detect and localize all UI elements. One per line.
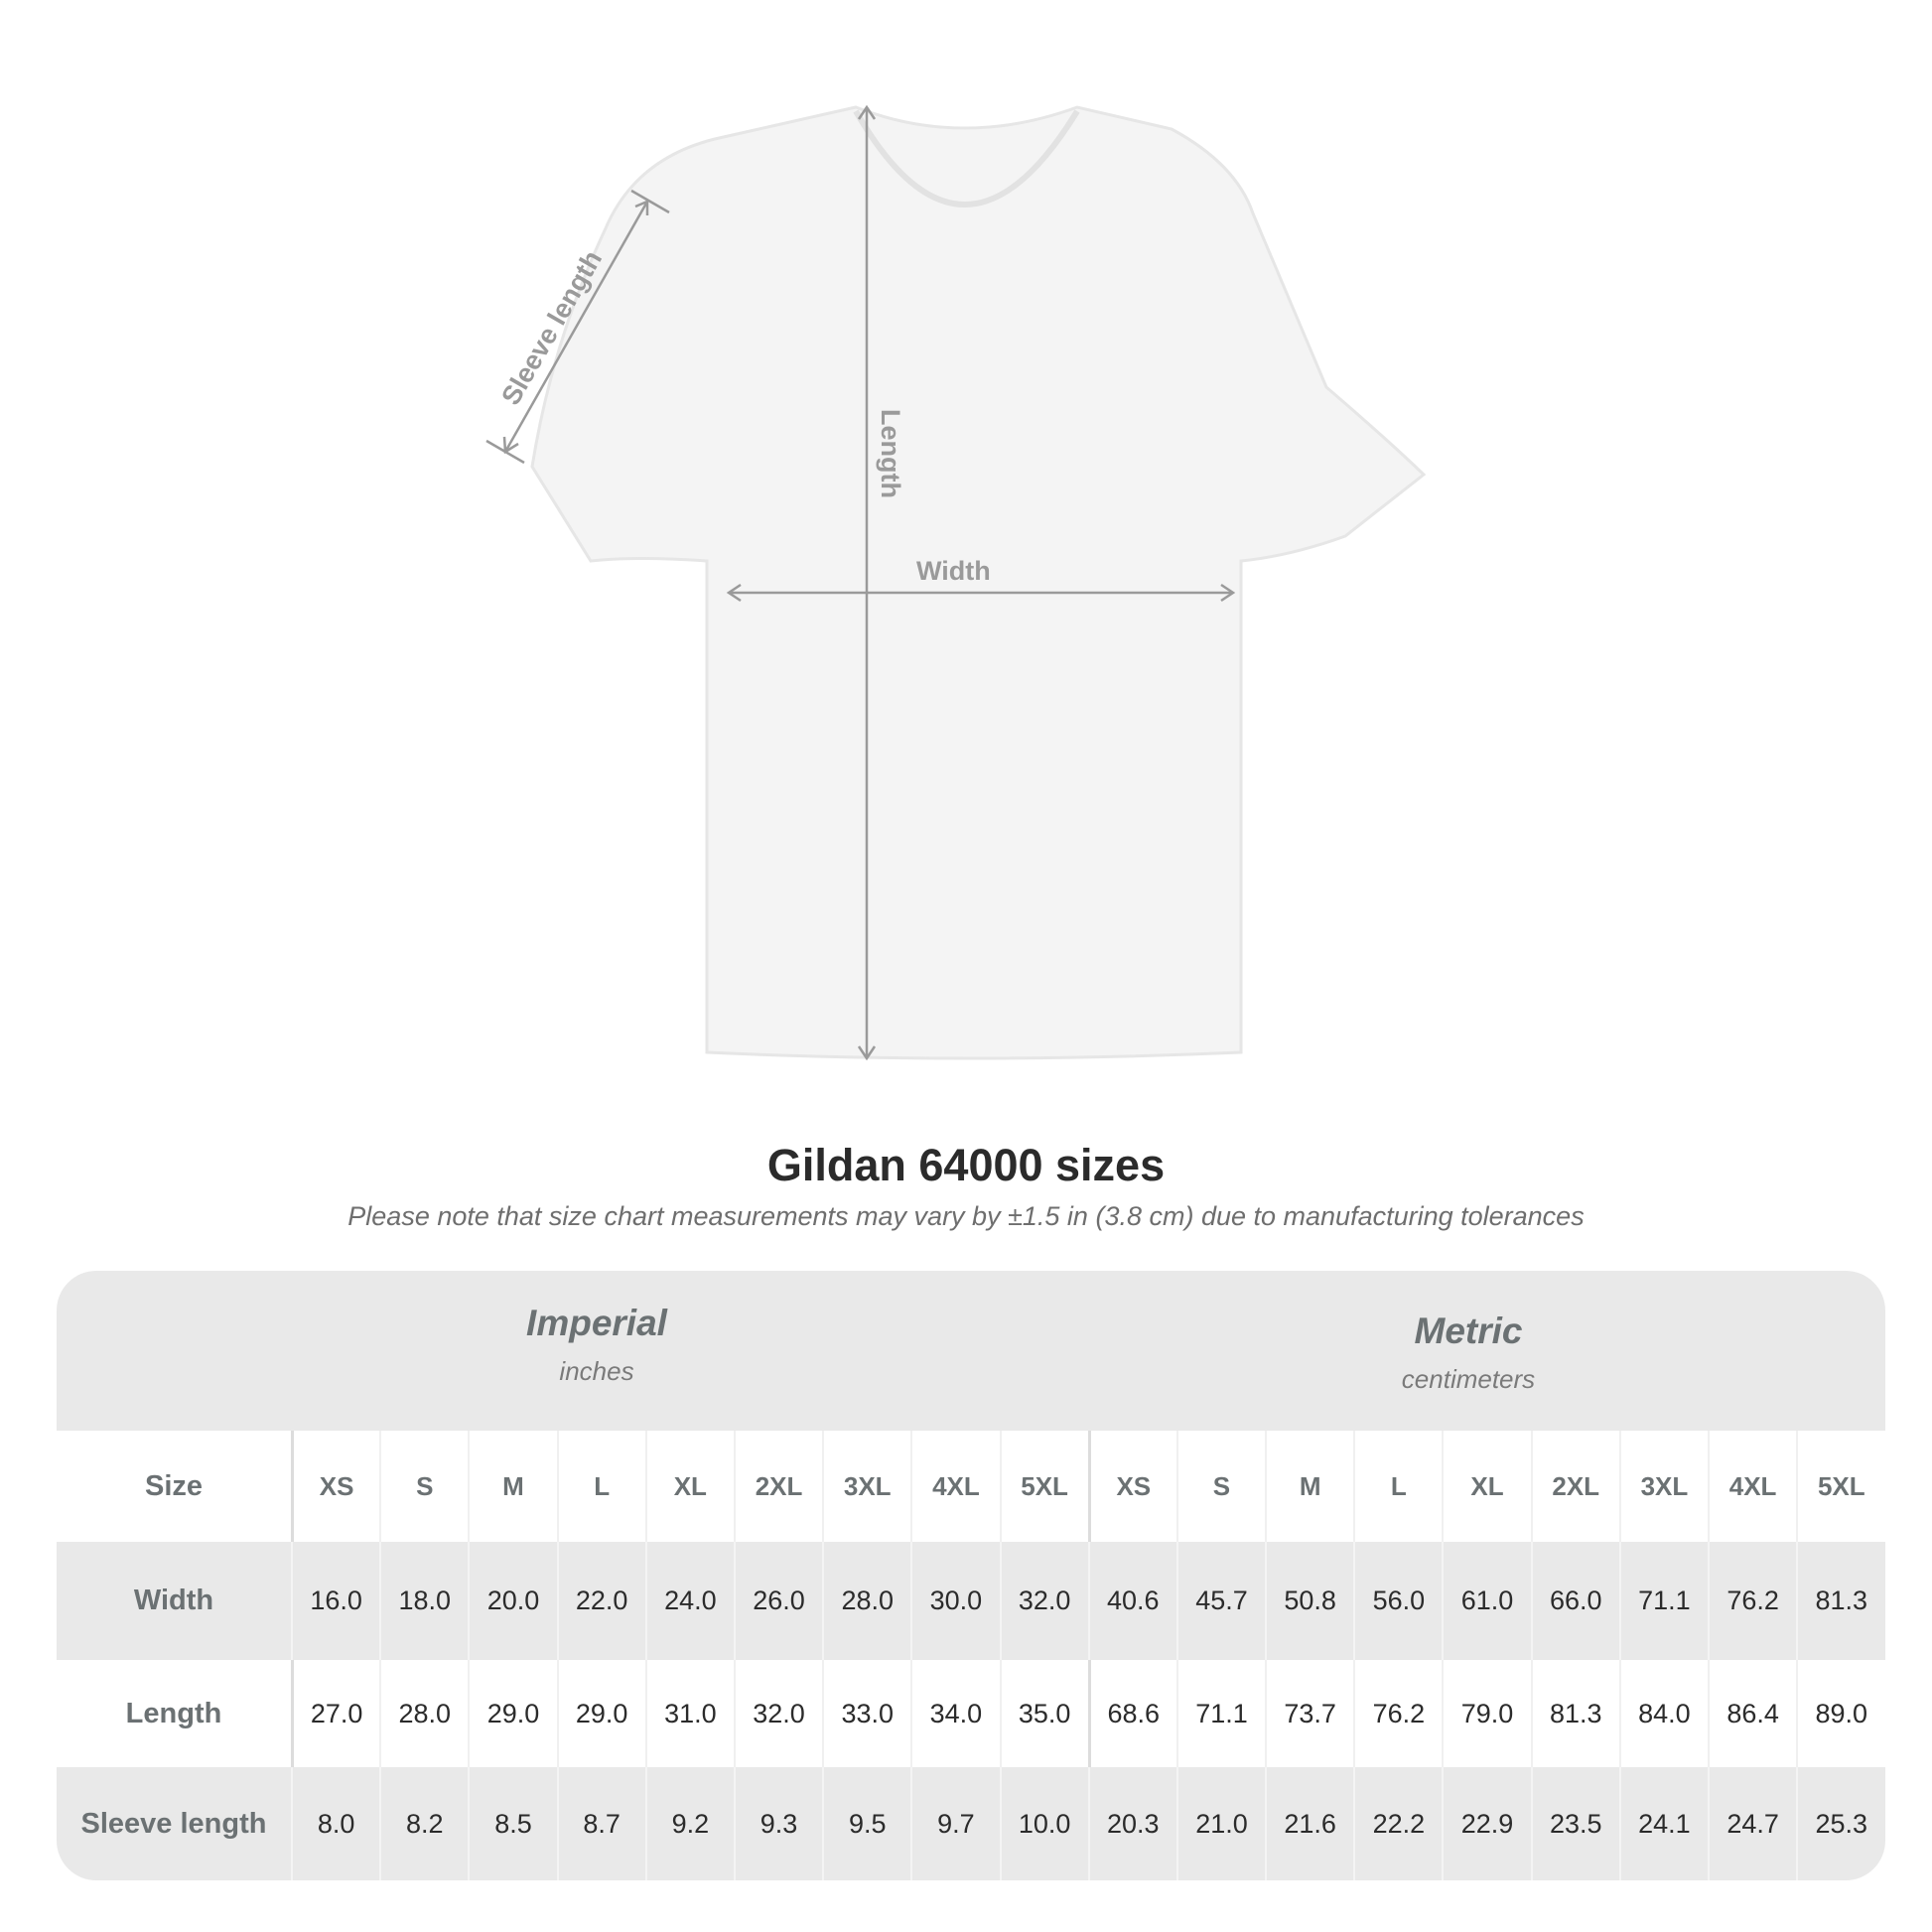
table-cell: 66.0 <box>1530 1542 1619 1660</box>
table-cell: 73.7 <box>1265 1660 1353 1767</box>
metric-unit: centimeters <box>1401 1364 1536 1394</box>
size-header-cell: S <box>1175 1431 1265 1542</box>
table-cell: 35.0 <box>999 1660 1088 1767</box>
tolerance-note: Please note that size chart measurements… <box>347 1201 1585 1231</box>
table-cell: 86.4 <box>1708 1660 1796 1767</box>
table-cell: 76.2 <box>1353 1660 1442 1767</box>
table-cell: 24.0 <box>644 1542 734 1660</box>
table-cell: 32.0 <box>999 1542 1088 1660</box>
table-cell: 8.5 <box>468 1767 556 1880</box>
size-header-cell: L <box>1353 1431 1442 1542</box>
table-cell: 79.0 <box>1442 1660 1530 1767</box>
size-header-cell: 3XL <box>1618 1431 1708 1542</box>
tshirt-diagram: Sleeve length Length Width <box>485 104 1427 1061</box>
table-cell: 9.2 <box>644 1767 734 1880</box>
table-cell: 56.0 <box>1353 1542 1442 1660</box>
table-cell: 32.0 <box>733 1660 822 1767</box>
table-cell: 71.1 <box>1175 1660 1265 1767</box>
metric-title: Metric <box>1414 1311 1523 1351</box>
table-cell: 9.5 <box>822 1767 910 1880</box>
table-cell: 20.0 <box>468 1542 556 1660</box>
table-cell: 24.1 <box>1618 1767 1708 1880</box>
size-header-cell: M <box>1265 1431 1353 1542</box>
table-row: Length 27.0 28.0 29.0 29.0 31.0 32.0 33.0 34.0 35… <box>57 1660 1885 1767</box>
table-cell: 45.7 <box>1175 1542 1265 1660</box>
table-cell: 10.0 <box>999 1767 1088 1880</box>
table-cell: 9.7 <box>910 1767 999 1880</box>
table-row: Sleeve length 8.0 8.2 8.5 8.7 9.2 9.3 9.5 9.7 10.… <box>57 1767 1885 1880</box>
table-cell: 81.3 <box>1530 1660 1619 1767</box>
table-cell: 22.0 <box>556 1542 645 1660</box>
table-cell: 76.2 <box>1708 1542 1796 1660</box>
table-cell: 9.3 <box>733 1767 822 1880</box>
size-header-cell: 3XL <box>822 1431 910 1542</box>
table-cell: 26.0 <box>733 1542 822 1660</box>
size-table: Imperial inches Metric centimeters Size X… <box>57 1271 1885 1880</box>
table-cell: 8.2 <box>379 1767 468 1880</box>
size-header-cell: XS <box>291 1431 379 1542</box>
table-cell: 28.0 <box>822 1542 910 1660</box>
table-cell: 30.0 <box>910 1542 999 1660</box>
table-cell: 33.0 <box>822 1660 910 1767</box>
row-label: Sleeve length <box>80 1807 267 1840</box>
metric-header: Metric centimeters <box>1171 1311 1766 1395</box>
table-cell: 21.0 <box>1175 1767 1265 1880</box>
table-cell: 16.0 <box>291 1542 379 1660</box>
table-cell: 27.0 <box>291 1660 379 1767</box>
table-cell: 21.6 <box>1265 1767 1353 1880</box>
size-header-cell: 5XL <box>999 1431 1088 1542</box>
size-header-cell: 4XL <box>1708 1431 1796 1542</box>
row-label: Width <box>133 1585 214 1616</box>
table-cell: 8.7 <box>556 1767 645 1880</box>
table-row: Width 16.0 18.0 20.0 22.0 24.0 26.0 28.0 30.0 32.… <box>57 1542 1885 1660</box>
table-cell: 50.8 <box>1265 1542 1353 1660</box>
width-label: Width <box>916 556 991 586</box>
table-header-band: Imperial inches Metric centimeters <box>57 1271 1885 1431</box>
table-cell: 84.0 <box>1618 1660 1708 1767</box>
table-cell: 89.0 <box>1796 1660 1884 1767</box>
table-cell: 34.0 <box>910 1660 999 1767</box>
measure-arrows <box>485 104 1236 1061</box>
collar <box>853 109 1080 207</box>
table-cell: 8.0 <box>291 1767 379 1880</box>
table-cell: 71.1 <box>1618 1542 1708 1660</box>
table-cell: 22.9 <box>1442 1767 1530 1880</box>
table-cell: 28.0 <box>379 1660 468 1767</box>
page-title: Gildan 64000 sizes <box>766 1140 1166 1190</box>
size-header-cell: XL <box>1442 1431 1530 1542</box>
size-header-cell: M <box>468 1431 556 1542</box>
row-label: Length <box>125 1697 222 1729</box>
table-cell: 61.0 <box>1442 1542 1530 1660</box>
table-cell: 18.0 <box>379 1542 468 1660</box>
size-header-cell: 2XL <box>733 1431 822 1542</box>
size-header-cell: XS <box>1087 1431 1176 1542</box>
size-header-cell: 2XL <box>1530 1431 1619 1542</box>
table-cell: 81.3 <box>1796 1542 1884 1660</box>
size-header-cell: XL <box>644 1431 734 1542</box>
imperial-title: Imperial <box>526 1303 667 1343</box>
table-cell: 22.2 <box>1353 1767 1442 1880</box>
size-header-row: Size XS S M L XL 2XL 3XL 4XL 5XL XS S M L XL 2XL 3XL 4XL 5… <box>57 1431 1885 1542</box>
size-header-cell: 5XL <box>1796 1431 1884 1542</box>
row-label: Size <box>144 1469 204 1502</box>
table-cell: 31.0 <box>644 1660 734 1767</box>
table-cell: 40.6 <box>1087 1542 1176 1660</box>
imperial-unit: inches <box>559 1356 634 1386</box>
length-label: Length <box>876 409 905 498</box>
table-cell: 25.3 <box>1796 1767 1884 1880</box>
table-cell: 68.6 <box>1087 1660 1176 1767</box>
imperial-header: Imperial inches <box>299 1303 895 1387</box>
tshirt-shape <box>530 105 1427 1060</box>
table-cell: 29.0 <box>556 1660 645 1767</box>
size-header-cell: 4XL <box>910 1431 999 1542</box>
table-cell: 24.7 <box>1708 1767 1796 1880</box>
size-header-cell: S <box>379 1431 468 1542</box>
table-cell: 20.3 <box>1087 1767 1176 1880</box>
table-cell: 29.0 <box>468 1660 556 1767</box>
table-cell: 23.5 <box>1530 1767 1619 1880</box>
size-header-cell: L <box>556 1431 645 1542</box>
